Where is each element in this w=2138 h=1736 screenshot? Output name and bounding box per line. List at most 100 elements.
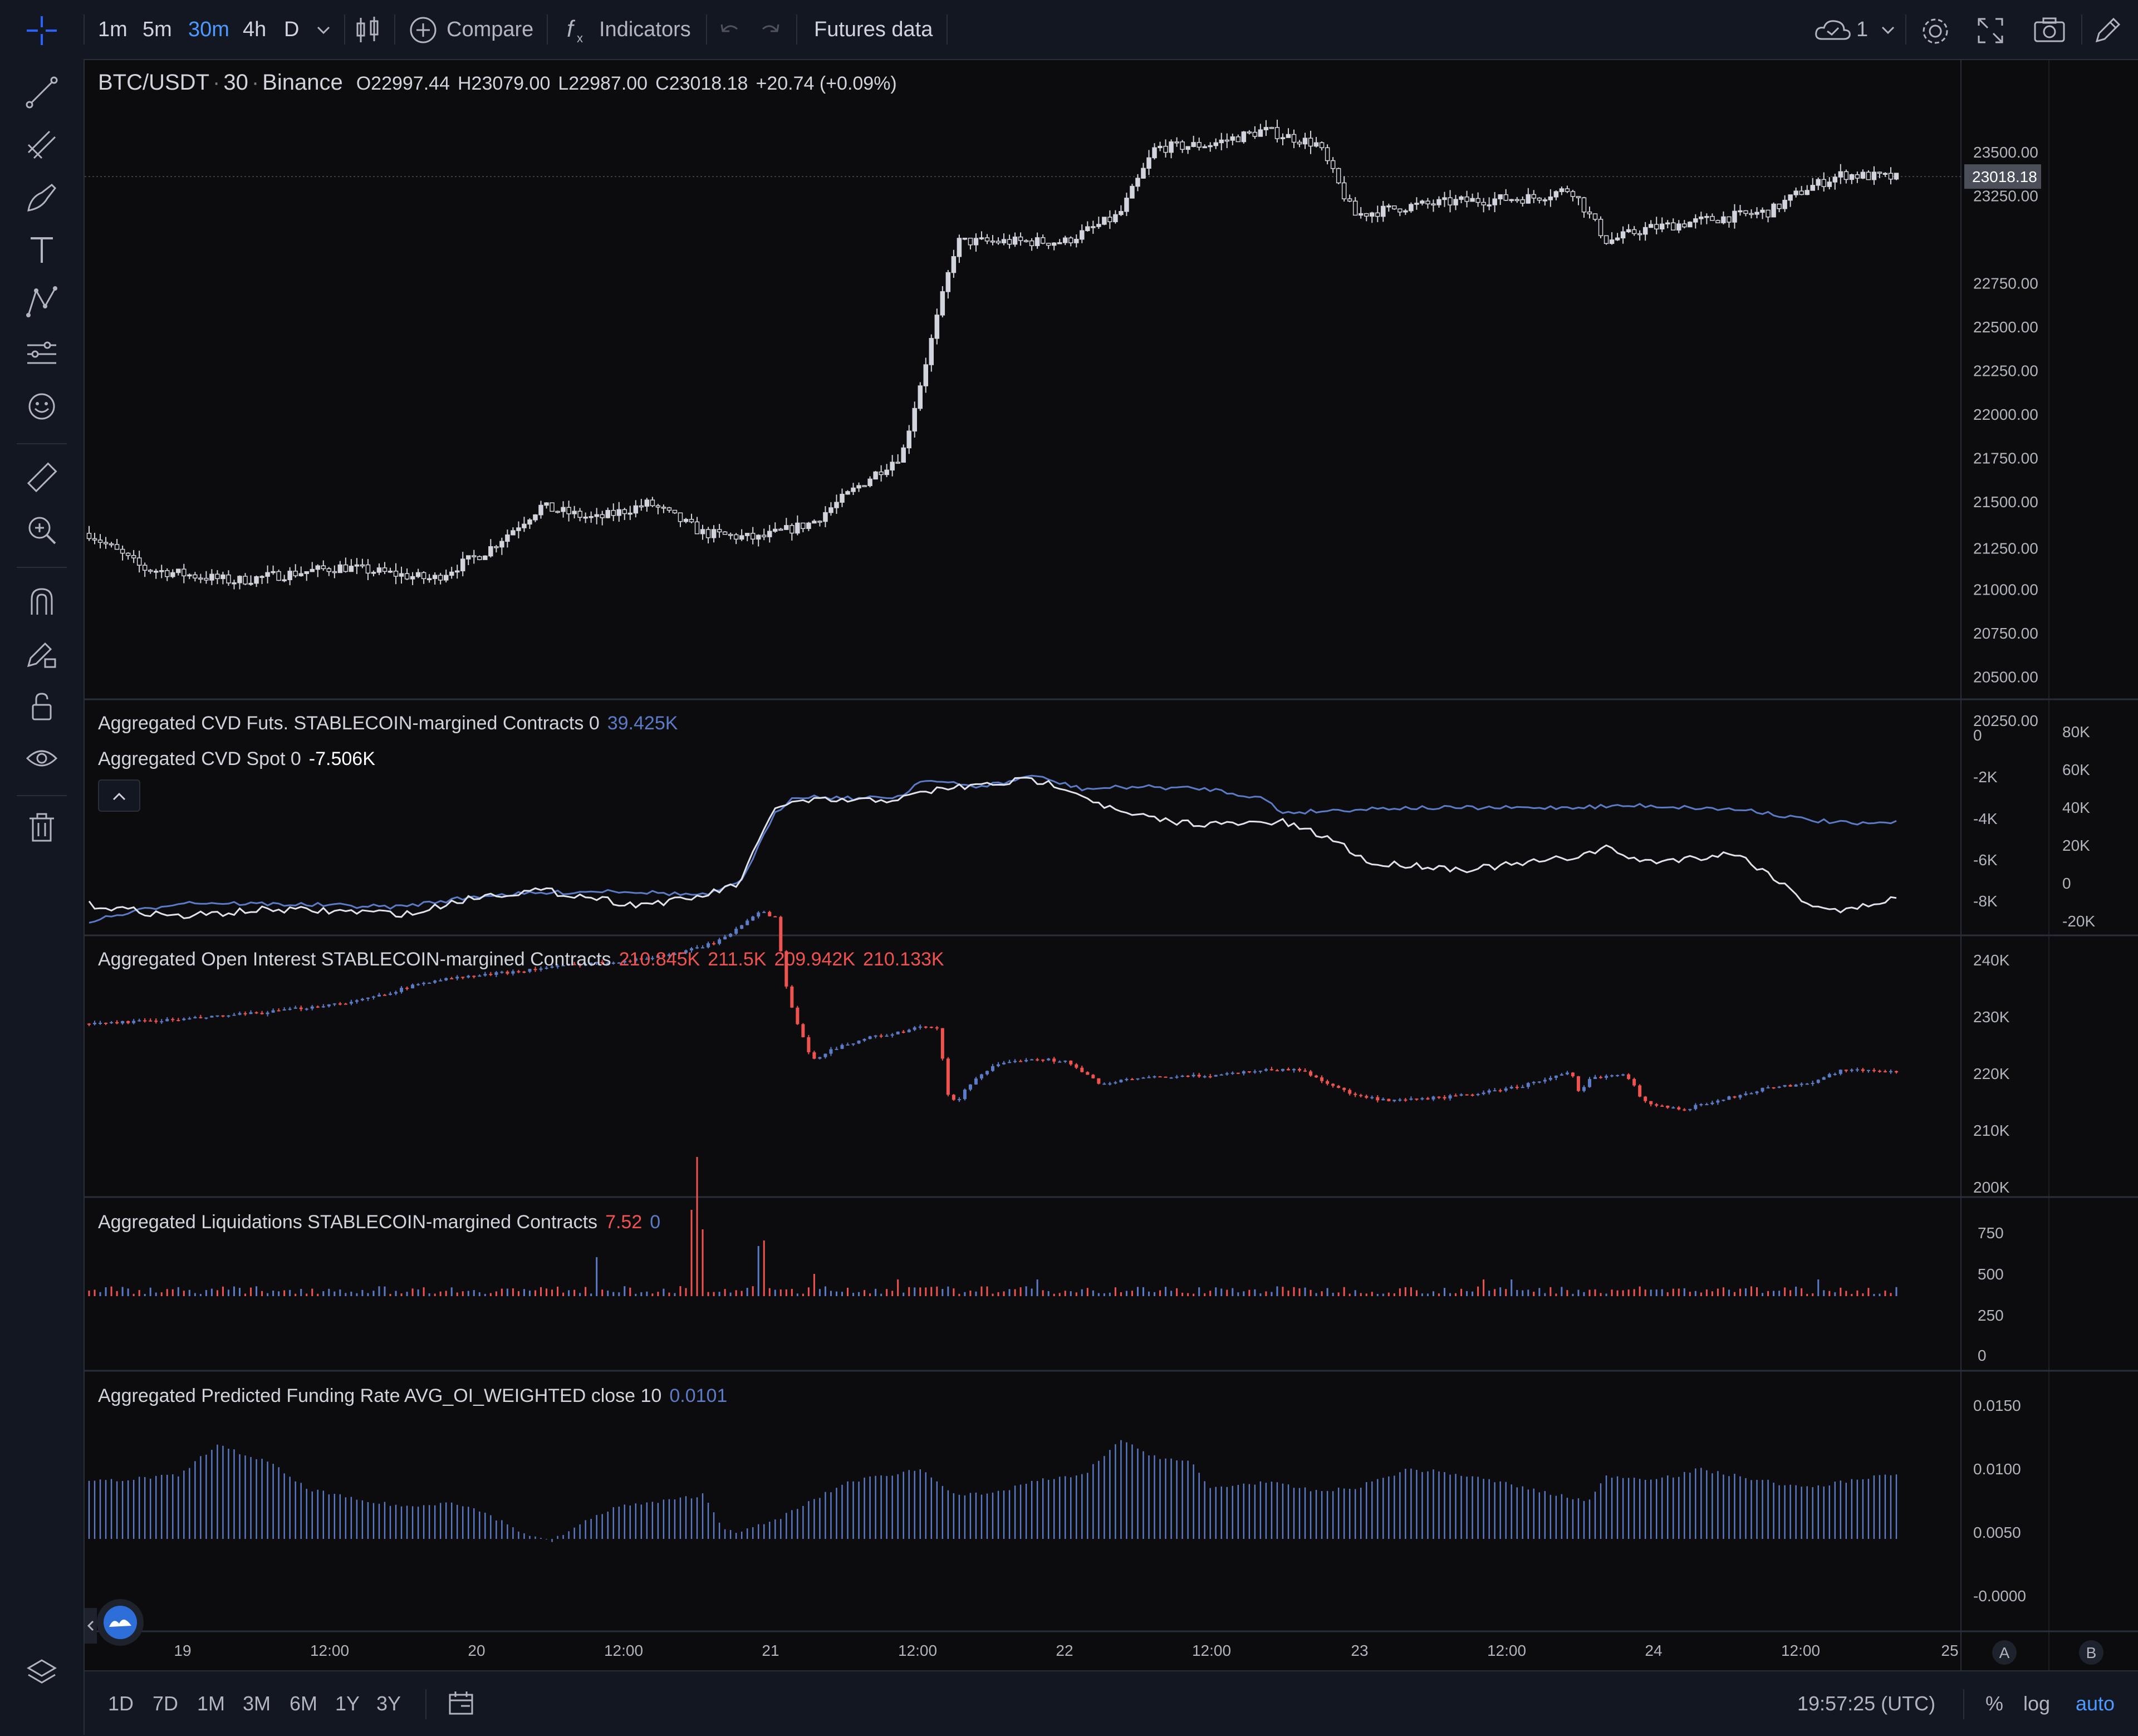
camera-icon[interactable] (2033, 17, 2066, 43)
oi-candle-body (701, 947, 705, 949)
candles-icon[interactable] (354, 16, 382, 45)
range-3y[interactable]: 3Y (376, 1692, 401, 1715)
symbol-name[interactable]: BTC/USDT (98, 70, 209, 95)
oi-candle-body (1616, 1075, 1620, 1076)
interval-1m[interactable]: 1m (98, 18, 128, 41)
price-candle-body (594, 514, 599, 517)
lock-icon[interactable] (25, 689, 58, 723)
liq-bar (768, 1288, 771, 1296)
zoom-icon[interactable] (25, 513, 58, 547)
oi-label[interactable]: Aggregated Open Interest STABLECOIN-marg… (98, 949, 611, 970)
range-1y[interactable]: 1Y (335, 1692, 360, 1715)
interval-4h[interactable]: 4h (243, 18, 267, 41)
funding-bar (217, 1444, 218, 1539)
price-candle-body (1788, 194, 1793, 201)
price-candle-body (1587, 211, 1592, 214)
crosshair-icon[interactable] (22, 14, 61, 47)
liq-bar (478, 1292, 480, 1296)
funding-bar (618, 1506, 620, 1539)
oi-candle-body (160, 1021, 164, 1023)
range-7d[interactable]: 7D (153, 1692, 179, 1715)
fib-icon[interactable] (25, 128, 58, 161)
price-candle-body (432, 575, 438, 579)
funding-bar (144, 1477, 146, 1539)
liq-label[interactable]: Aggregated Liquidations STABLECOIN-margi… (98, 1212, 598, 1233)
percent-scale-toggle[interactable]: % (1985, 1692, 2004, 1715)
chart-area[interactable]: 23500.00 23250.00 22750.00 22500.00 22250.00… (85, 60, 2138, 1670)
oi-candle-body (1331, 1083, 1335, 1086)
brand-logo[interactable] (97, 1599, 144, 1646)
collapse-toolbar-button[interactable] (85, 1608, 97, 1644)
redo-icon[interactable] (758, 19, 783, 41)
range-1d[interactable]: 1D (108, 1692, 134, 1715)
cloud-icon[interactable] (1814, 17, 1853, 43)
price-candle-body (232, 582, 237, 585)
oi-candle-body (1069, 1061, 1073, 1065)
emoji-icon[interactable] (25, 390, 58, 423)
scale-b-button[interactable]: B (2086, 1644, 2097, 1661)
funding-bar (802, 1505, 804, 1539)
chevron-down-icon[interactable] (315, 23, 332, 37)
funding-bar (1494, 1482, 1495, 1539)
range-6m[interactable]: 6M (290, 1692, 318, 1715)
collapse-legend-button[interactable] (98, 779, 140, 812)
scale-a-button[interactable]: A (1999, 1644, 2010, 1661)
price-candle-body (733, 534, 739, 540)
futures-data-button[interactable]: Futures data (814, 18, 933, 41)
funding-bar (696, 1497, 698, 1539)
funding-bar (1845, 1483, 1847, 1539)
liq-bar (696, 1157, 698, 1296)
oi-candle-body (1772, 1087, 1776, 1088)
liq-bar (1444, 1288, 1445, 1296)
pattern-icon[interactable] (25, 285, 58, 318)
liq-bar (651, 1293, 654, 1296)
price-candle-body (321, 565, 326, 570)
oi-candle-body (935, 1027, 939, 1029)
funding-label[interactable]: Aggregated Predicted Funding Rate AVG_OI… (98, 1385, 662, 1406)
trash-icon[interactable] (25, 811, 58, 844)
brush-icon[interactable] (25, 180, 58, 214)
log-scale-toggle[interactable]: log (2023, 1692, 2051, 1715)
liq-bar (389, 1293, 391, 1296)
interval-d[interactable]: D (284, 18, 300, 41)
calendar-icon[interactable] (448, 1690, 475, 1717)
liq-bar (1890, 1293, 1892, 1296)
fullscreen-icon[interactable] (1977, 17, 2004, 45)
funding-bar (507, 1524, 508, 1539)
funding-bar (317, 1489, 318, 1539)
range-1m[interactable]: 1M (197, 1692, 225, 1715)
compare-button[interactable]: Compare (409, 0, 537, 59)
text-icon[interactable] (25, 233, 58, 266)
cvd-spot-label[interactable]: Aggregated CVD Spot 0 (98, 748, 301, 769)
oi-candle-body (1476, 1093, 1480, 1095)
ruler-icon[interactable] (25, 461, 58, 494)
undo-icon[interactable] (717, 19, 742, 41)
auto-scale-toggle[interactable]: auto (2076, 1692, 2115, 1715)
interval-5m[interactable]: 5m (143, 18, 172, 41)
funding-bar (1806, 1486, 1808, 1539)
liq-bar (841, 1292, 843, 1296)
trend-line-icon[interactable] (25, 76, 58, 109)
interval-30m[interactable]: 30m (188, 18, 229, 41)
cloud-count[interactable]: 1 (1856, 18, 1869, 41)
publish-icon[interactable] (2093, 16, 2121, 45)
lock-drawing-icon[interactable] (25, 637, 58, 670)
cloud-chevron-icon[interactable] (1880, 23, 1896, 37)
liq-bar (813, 1274, 815, 1296)
liq-bar (802, 1293, 804, 1296)
funding-bar (769, 1522, 771, 1539)
price-candle-body (1308, 138, 1313, 147)
range-3m[interactable]: 3M (243, 1692, 271, 1715)
forecast-icon[interactable] (25, 337, 58, 371)
cvd-futs-label[interactable]: Aggregated CVD Futs. STABLECOIN-margined… (98, 713, 600, 734)
gear-icon[interactable] (1920, 16, 1951, 47)
funding-bar (468, 1507, 469, 1539)
utc-clock[interactable]: 19:57:25 (UTC) (1797, 1692, 1936, 1715)
chart-canvas[interactable]: 23500.0023250.0022750.0022500.0022250.00… (85, 60, 2138, 1670)
magnet-icon[interactable] (25, 585, 58, 618)
layers-icon[interactable] (25, 1656, 58, 1689)
eye-icon[interactable] (25, 742, 58, 775)
cvd-right-axis-tick: 80K (2062, 723, 2090, 741)
